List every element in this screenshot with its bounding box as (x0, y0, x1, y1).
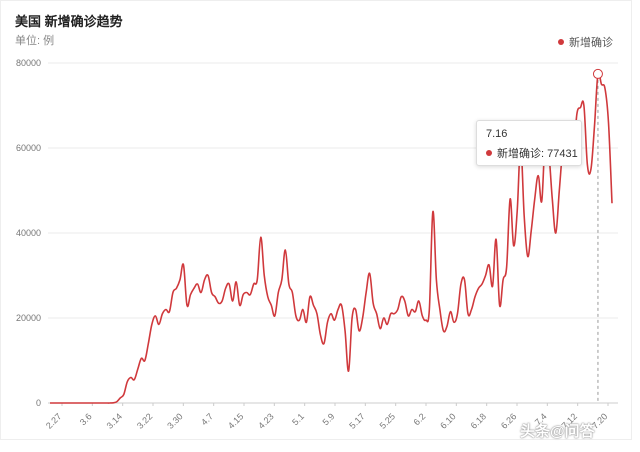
chart-title: 美国 新增确诊趋势 (15, 14, 123, 29)
x-tick-label: 5.9 (320, 411, 336, 427)
series-line (50, 71, 613, 404)
x-tick-label: 5.17 (347, 411, 366, 430)
x-tick-label: 6.26 (499, 411, 518, 430)
x-tick-label: 6.18 (469, 411, 488, 430)
x-tick-label: 5.1 (290, 411, 306, 427)
y-tick-label: 0 (36, 398, 41, 408)
y-tick-label: 80000 (16, 58, 41, 68)
x-tick-label: 3.30 (165, 411, 184, 430)
highlight-point (592, 68, 603, 79)
x-tick-label: 3.14 (105, 411, 124, 430)
tooltip-row: 新增确诊: 77431 (486, 145, 578, 161)
x-tick-label: 4.7 (199, 411, 215, 427)
unit-label: 单位: 例 (15, 35, 55, 47)
legend-marker (558, 39, 564, 45)
chart-card: 美国 新增确诊趋势 单位: 例 新增确诊 (0, 0, 632, 440)
watermark-text: 头条@问答 (520, 423, 595, 440)
x-tick-label: 6.10 (438, 411, 457, 430)
x-tick-label: 4.15 (226, 411, 245, 430)
x-tick-label: 5.25 (378, 411, 397, 430)
x-tick-label: 2.27 (44, 411, 63, 430)
y-tick-label: 20000 (16, 313, 41, 323)
tooltip-value: 新增确诊: 77431 (497, 148, 578, 160)
tooltip: 7.16 新增确诊: 77431 (476, 120, 582, 166)
tooltip-date: 7.16 (486, 128, 508, 140)
tooltip-marker (486, 150, 492, 156)
x-tick-label: 3.22 (135, 411, 154, 430)
x-tick-label: 6.2 (411, 411, 427, 427)
y-tick-label: 40000 (16, 228, 41, 238)
x-tick-label: 4.23 (256, 411, 275, 430)
legend-label: 新增确诊 (569, 37, 613, 49)
x-tick-label: 3.6 (78, 411, 94, 427)
legend-item[interactable]: 新增确诊 (558, 34, 613, 50)
y-tick-label: 60000 (16, 143, 41, 153)
